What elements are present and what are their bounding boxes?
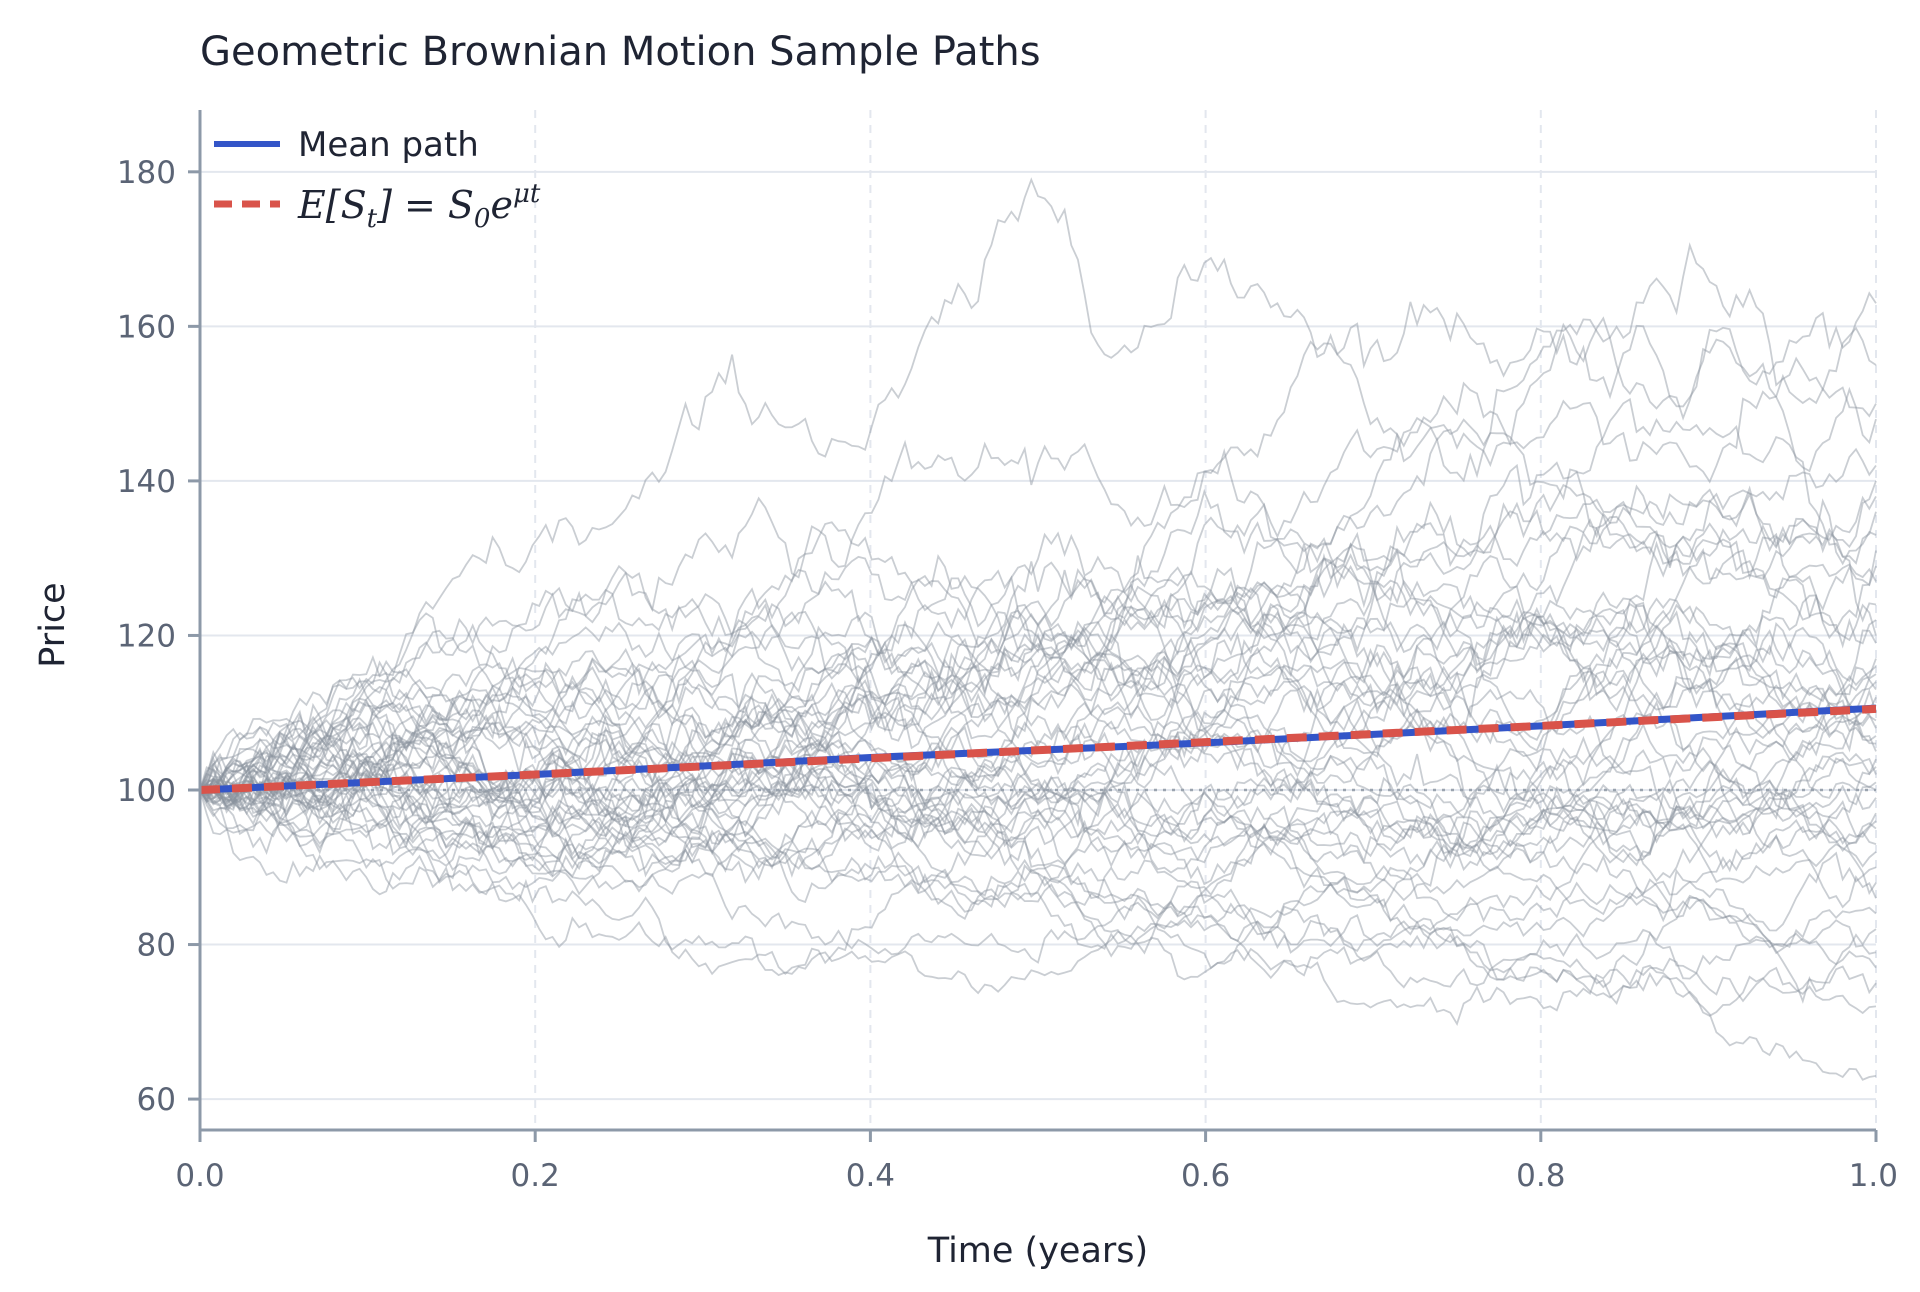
sample-path: [199, 764, 1877, 923]
y-tick-label: 80: [137, 928, 176, 964]
y-tick-label: 160: [117, 309, 176, 345]
x-axis-label: Time (years): [927, 1231, 1148, 1271]
sample-path: [199, 578, 1877, 818]
sample-path: [199, 704, 1877, 976]
legend-label-mean: Mean path: [298, 125, 479, 165]
sample-path: [199, 732, 1877, 867]
sample-path: [199, 762, 1877, 989]
sample-path: [199, 752, 1877, 853]
sample-path: [199, 763, 1877, 1026]
sample-path: [199, 686, 1877, 868]
chart-title: Geometric Brownian Motion Sample Paths: [200, 29, 1041, 75]
y-tick-label: 60: [137, 1082, 176, 1118]
sample-path: [199, 675, 1877, 874]
sample-path: [199, 373, 1877, 811]
sample-path: [199, 740, 1877, 896]
sample-path: [199, 758, 1877, 969]
sample-path: [199, 629, 1877, 888]
sample-path: [199, 447, 1877, 872]
sample-path: [199, 538, 1877, 792]
sample-path: [199, 726, 1877, 864]
x-tick-label: 0.0: [175, 1158, 224, 1194]
sample-path: [199, 291, 1877, 809]
sample-path: [199, 563, 1877, 881]
x-tick-label: 1.0: [1849, 1158, 1898, 1194]
y-tick-label: 120: [117, 618, 176, 654]
sample-path: [199, 566, 1877, 810]
ticks: 60 80 100 120 140 160 180 0.0 0.2 0.4 0.6 0.8 1.0: [117, 155, 1898, 1194]
sample-path: [199, 619, 1877, 800]
sample-path: [199, 629, 1877, 868]
expected-value-line: [199, 704, 1877, 794]
sample-path: [199, 340, 1877, 793]
sample-path: [199, 565, 1877, 855]
series-lines: [199, 704, 1877, 794]
sample-path: [199, 789, 1877, 1017]
legend-math-sup: μt: [513, 179, 541, 209]
sample-path: [199, 566, 1877, 804]
sample-path: [199, 521, 1877, 798]
sample-path: [199, 177, 1877, 791]
x-tick-label: 0.8: [1516, 1158, 1565, 1194]
legend-math-sub: t: [367, 204, 378, 234]
sample-path: [199, 762, 1877, 1015]
y-tick-label: 100: [117, 773, 176, 809]
legend: Mean path E[St] = S0eμt: [214, 125, 541, 234]
sample-path: [199, 584, 1877, 791]
legend-math-sub: 0: [474, 204, 491, 234]
sample-path: [199, 621, 1877, 839]
axes: [198, 110, 1876, 1132]
legend-label-expected: E[St] = S0eμt: [297, 179, 541, 234]
x-tick-label: 0.4: [846, 1158, 895, 1194]
sample-path: [199, 554, 1877, 825]
sample-path: [199, 242, 1877, 791]
sample-path: [199, 712, 1877, 838]
sample-path: [199, 729, 1877, 1081]
legend-math-part: E[S: [297, 183, 367, 227]
sample-path: [199, 500, 1877, 810]
sample-path: [199, 483, 1877, 799]
sample-path: [199, 397, 1877, 803]
sample-path: [199, 515, 1877, 791]
x-tick-label: 0.2: [511, 1158, 560, 1194]
sample-path: [199, 707, 1877, 902]
sample-path: [199, 784, 1877, 977]
sample-path: [199, 717, 1877, 950]
x-tick-label: 0.6: [1181, 1158, 1230, 1194]
legend-math-part: ] = S: [376, 183, 474, 227]
legend-math-part: e: [490, 183, 513, 227]
sample-path: [199, 599, 1877, 832]
y-axis-label: Price: [33, 582, 73, 667]
sample-path: [199, 488, 1877, 793]
sample-path: [199, 714, 1877, 859]
sample-paths: [199, 177, 1877, 1081]
y-tick-label: 180: [117, 155, 176, 191]
sample-path: [199, 651, 1877, 909]
sample-path: [199, 728, 1877, 958]
y-tick-label: 140: [117, 464, 176, 500]
sample-path: [199, 484, 1877, 807]
